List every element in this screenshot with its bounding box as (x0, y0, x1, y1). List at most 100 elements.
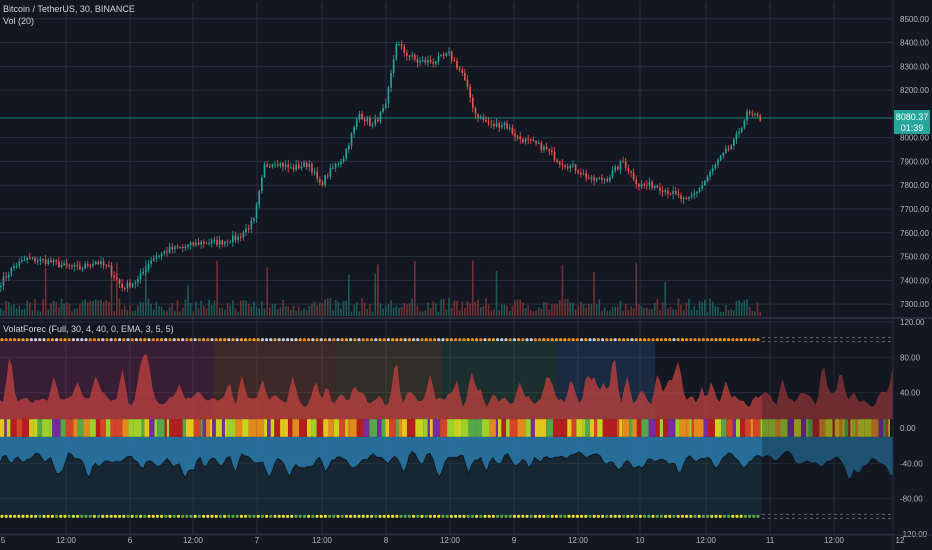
volume-bar (160, 306, 163, 316)
candle (406, 49, 408, 61)
lower-level-dots (500, 514, 504, 518)
candle (321, 180, 324, 187)
lower-level-dots (697, 514, 701, 518)
heat-stripe-segment (415, 419, 418, 437)
candle (113, 271, 116, 282)
candle (92, 259, 94, 269)
candle-body (458, 68, 461, 70)
volume-bar (754, 311, 756, 316)
heat-stripe-segment (636, 419, 642, 437)
lower-level-dots (559, 514, 563, 518)
heat-stripe-segment (481, 419, 490, 437)
candle (152, 255, 155, 262)
candle (369, 115, 371, 127)
lower-level-dots (424, 514, 428, 518)
heat-stripe-segment (582, 419, 586, 437)
volume-bar (52, 300, 55, 316)
candle-body (493, 124, 495, 127)
lower-level-dots (386, 514, 390, 518)
volume-bar (429, 308, 432, 316)
upper-level-dots (659, 338, 664, 342)
candle (690, 191, 693, 200)
candle-body (725, 148, 727, 153)
candle (71, 263, 73, 270)
lower-level-dots (571, 514, 575, 518)
candle (574, 163, 577, 174)
volume-bar (674, 309, 677, 316)
lower-level-dots (336, 514, 340, 518)
candle (508, 124, 511, 132)
volume-bar (92, 300, 94, 316)
upper-level-dots (286, 338, 290, 342)
volume-bar (197, 308, 200, 316)
candle-body (553, 151, 556, 160)
volume-bar (606, 310, 609, 316)
candle-body (195, 242, 197, 246)
candle (184, 243, 187, 251)
volume-bar (292, 305, 295, 316)
candle (440, 53, 442, 58)
volume-bar (205, 308, 208, 316)
volume-bar (435, 303, 437, 316)
upper-level-dots (21, 338, 25, 342)
heat-stripe-segment (567, 419, 572, 437)
volume-bar (102, 301, 105, 316)
lower-level-dots (193, 514, 197, 518)
candle (580, 168, 582, 178)
candle-body (448, 51, 450, 54)
candle (469, 83, 471, 103)
candle-body (653, 185, 656, 189)
candle-body (29, 257, 31, 259)
upper-level-dots (248, 338, 252, 342)
candle (50, 256, 52, 264)
candle (300, 161, 303, 171)
volume-bar (361, 298, 363, 316)
lower-level-dots (496, 514, 500, 518)
candle-body (751, 113, 754, 115)
candle (474, 106, 477, 120)
volume-bar (719, 311, 722, 316)
candle-body (258, 190, 261, 205)
candle-body (271, 164, 274, 168)
heat-stripe-segment (389, 419, 396, 437)
upper-level-dots (307, 338, 311, 342)
heat-stripe-segment (193, 419, 201, 437)
candle-body (580, 172, 582, 175)
volume-bar (282, 299, 284, 316)
lower-level-dots (374, 514, 378, 518)
heat-stripe-segment (848, 419, 851, 437)
lower-level-dots (353, 514, 357, 518)
candle (456, 57, 458, 71)
heat-stripe-segment (540, 419, 547, 437)
candle (60, 260, 63, 269)
upper-level-dots (92, 338, 96, 342)
heat-stripe-segment (476, 419, 482, 437)
indicator-title: VolatForec (Full, 30, 4, 40, 0, EMA, 3, … (3, 324, 174, 334)
candle (23, 255, 26, 262)
candle (334, 162, 337, 172)
candle-body (34, 257, 36, 262)
candle-body (89, 265, 92, 267)
volume-bar (601, 311, 603, 316)
volume-bar (643, 308, 645, 316)
time-tick-label: 9 (512, 536, 517, 545)
upper-level-dots (0, 338, 4, 342)
candle-body (126, 282, 129, 289)
volume-bar (630, 306, 632, 316)
lower-level-dots (218, 514, 222, 518)
candle-body (593, 177, 595, 181)
upper-level-dots (101, 338, 105, 342)
lower-level-dots (67, 514, 71, 518)
lower-level-dots (672, 514, 676, 518)
upper-level-dots (664, 338, 668, 342)
volume-bar (703, 300, 706, 316)
heat-stripe-segment (221, 419, 225, 437)
candle-body (387, 87, 390, 104)
heat-stripe-segment (812, 419, 820, 437)
candle-body (192, 242, 195, 246)
volume-bar (216, 260, 218, 316)
candle-body (703, 181, 706, 186)
upper-level-dots (428, 338, 432, 342)
volume-bar (400, 306, 403, 316)
